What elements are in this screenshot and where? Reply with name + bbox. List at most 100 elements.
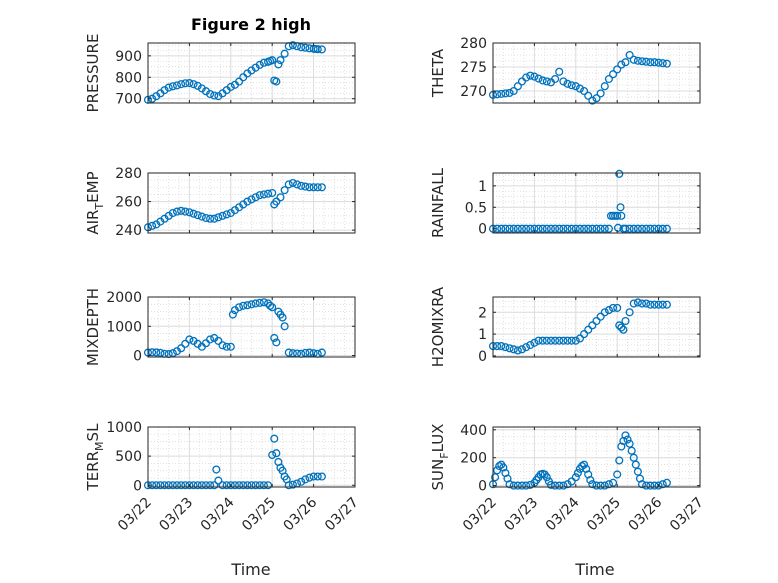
data-point (251, 299, 260, 308)
data-point (571, 473, 580, 482)
data-point (168, 82, 177, 91)
data-point (297, 181, 306, 190)
data-point (284, 481, 293, 490)
data-point (538, 336, 547, 345)
data-point (274, 60, 283, 69)
y-tick-label: 900 (115, 49, 142, 65)
data-point (313, 472, 322, 481)
data-point (522, 73, 531, 82)
data-point (301, 475, 310, 484)
data-point (313, 45, 322, 54)
series-markers (143, 41, 326, 104)
data-point (555, 336, 564, 345)
data-point (613, 211, 622, 220)
data-point (235, 303, 244, 312)
data-point (264, 189, 273, 198)
data-point (270, 434, 279, 443)
data-point (185, 335, 194, 344)
data-point (247, 300, 256, 309)
y-tick-label: 0 (478, 349, 487, 365)
data-point (226, 481, 235, 490)
data-point (493, 90, 502, 99)
data-point (559, 481, 568, 490)
data-point (613, 470, 622, 479)
data-point (621, 58, 630, 67)
data-point (567, 81, 576, 90)
data-point (522, 481, 531, 490)
y-tick-label: 2000 (106, 290, 142, 306)
data-point (168, 208, 177, 218)
y-tick-label: 200 (460, 451, 487, 467)
data-point (189, 481, 198, 490)
axes-box (492, 426, 701, 488)
data-point (288, 178, 297, 188)
y-tick-label: 1000 (106, 420, 142, 436)
data-point (501, 224, 510, 233)
data-point (201, 213, 211, 223)
data-point (288, 480, 297, 489)
y-axis-label: PRESSURE (84, 34, 102, 113)
data-point (189, 209, 198, 218)
data-point (658, 224, 667, 233)
data-point (148, 348, 157, 357)
data-point (629, 453, 638, 462)
y-tick-label: 0 (478, 479, 487, 495)
data-point (505, 480, 514, 489)
grid (147, 426, 356, 487)
data-point (617, 323, 626, 332)
data-point (526, 71, 535, 80)
data-point (575, 334, 584, 343)
data-point (222, 342, 231, 351)
data-point (214, 213, 223, 222)
data-point (222, 210, 231, 219)
subplot-rainfall: 0 0.5 1 RAINFALL (429, 167, 701, 238)
data-point (588, 224, 597, 233)
data-point (509, 345, 518, 354)
data-point (160, 86, 169, 95)
data-point (658, 300, 667, 309)
data-point (305, 183, 314, 192)
data-point (239, 481, 248, 490)
data-point (580, 224, 589, 233)
subplot-h2omixra: 0 1 2 H2OMIXRA (429, 286, 701, 367)
data-point (619, 325, 628, 334)
data-point (633, 56, 642, 65)
data-point (280, 322, 289, 331)
data-point (658, 480, 667, 489)
axes-box (147, 426, 356, 488)
data-point (600, 308, 609, 317)
data-point (571, 336, 580, 345)
data-point (152, 481, 161, 490)
series-markers (143, 298, 326, 359)
y-tick-label: 400 (460, 423, 487, 439)
data-point (185, 79, 194, 88)
data-point (551, 481, 560, 490)
y-tick-label: 270 (460, 84, 487, 100)
data-point (538, 76, 547, 85)
data-point (501, 343, 510, 352)
data-point (530, 338, 539, 347)
data-point (243, 481, 252, 490)
data-point (534, 224, 543, 233)
data-point (243, 301, 252, 310)
data-point (206, 89, 215, 99)
data-point (551, 336, 560, 345)
y-axis-label: SUNFLUX (429, 424, 451, 491)
data-point (526, 480, 535, 489)
y-tick-label: 2 (478, 305, 487, 321)
data-point (505, 224, 514, 233)
data-point (197, 212, 206, 221)
data-point (580, 86, 589, 96)
data-point (309, 472, 318, 481)
y-axis-label: H2OMIXRA (429, 286, 447, 367)
data-point (210, 91, 219, 100)
data-point (613, 223, 623, 232)
data-point (621, 224, 630, 233)
data-point (305, 348, 314, 357)
data-point (563, 224, 572, 233)
y-tick-label: 0 (133, 349, 142, 365)
data-point (588, 96, 597, 105)
data-point (317, 45, 326, 54)
data-point (621, 316, 630, 326)
data-point (575, 224, 584, 233)
